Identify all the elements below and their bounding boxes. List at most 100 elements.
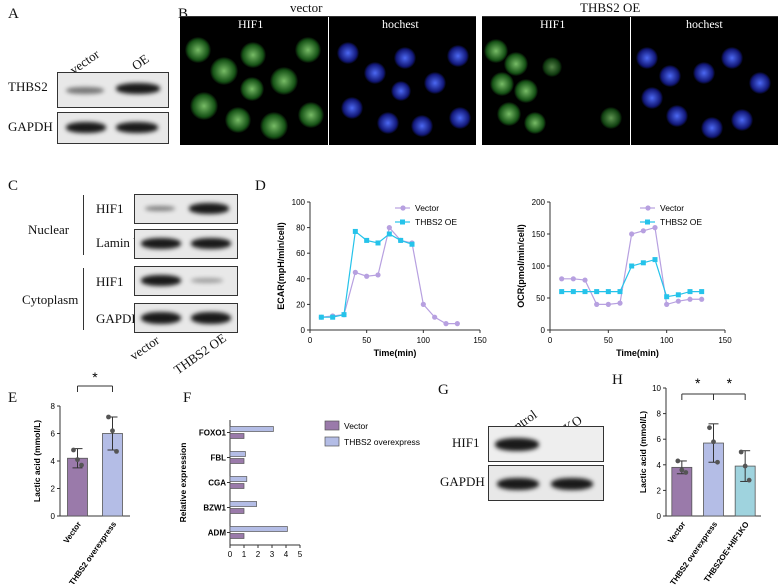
data-point xyxy=(559,276,565,282)
blot-a-row-gapdh: GAPDH xyxy=(8,119,53,134)
y-axis-title: OCR(pmol/min/cell) xyxy=(516,224,526,308)
data-point xyxy=(715,459,720,465)
y-tick-label: 8 xyxy=(51,402,56,411)
y-tick-label: 0 xyxy=(51,512,56,521)
data-point xyxy=(386,231,392,237)
micro-vector-hoechst xyxy=(329,17,476,145)
y-tick-label: 60 xyxy=(296,249,305,258)
y-tick-label: 0 xyxy=(541,326,546,335)
panel-label-f: F xyxy=(183,390,192,406)
data-point xyxy=(675,458,681,464)
x-tick-label: Vector xyxy=(62,520,83,545)
x-tick-label: 3 xyxy=(270,550,275,559)
y-axis-title: Lactic acid (mmol/L) xyxy=(32,420,42,502)
data-point xyxy=(386,225,392,231)
x-tick-label: 150 xyxy=(473,336,487,345)
b-group-line-1 xyxy=(180,16,476,17)
data-point xyxy=(71,447,76,453)
micro-label-hif1-2: HIF1 xyxy=(540,17,566,31)
data-point xyxy=(106,414,111,420)
sig-star: * xyxy=(727,375,733,391)
micro-oe-hif1 xyxy=(482,17,630,145)
data-point xyxy=(432,314,438,320)
data-point xyxy=(675,292,681,298)
panel-label-g: G xyxy=(438,382,449,398)
g-row-hif1: HIF1 xyxy=(452,435,480,450)
legend-label: THBS2 overexpress xyxy=(344,437,420,447)
data-point xyxy=(640,260,646,266)
micro-label-hif1-1: HIF1 xyxy=(238,17,264,31)
blot-g-hif1 xyxy=(488,426,604,462)
y-tick-label: 200 xyxy=(532,198,546,207)
c-row-laminb: Lamin b xyxy=(96,235,140,250)
panel-label-b: B xyxy=(178,6,189,22)
chart-ecar: 0 20 40 60 80 100 0 50 100 150 Time(min) ECAR(mpH/m… xyxy=(276,198,487,358)
y-tick-label: FOXO1 xyxy=(199,429,227,438)
bar xyxy=(229,501,257,507)
data-point xyxy=(699,289,705,295)
data-point xyxy=(629,231,635,237)
y-tick-label: 0 xyxy=(301,326,306,335)
data-point xyxy=(570,276,576,282)
c-cytoplasm: Cytoplasm xyxy=(22,292,79,307)
panel-label-e: E xyxy=(8,390,18,406)
data-point xyxy=(364,237,370,243)
c-col-thbs2oe: THBS2 OE xyxy=(170,330,229,378)
c-bracket-nuclear xyxy=(83,195,84,255)
bar xyxy=(229,433,245,439)
b-group-thbs2oe: THBS2 OE xyxy=(580,0,641,15)
blot-c-gapdh xyxy=(134,303,238,333)
sig-star: * xyxy=(695,375,701,391)
data-point xyxy=(652,225,658,231)
x-tick-label: 50 xyxy=(362,336,371,345)
data-point xyxy=(687,289,693,295)
x-tick-label: 0 xyxy=(308,336,313,345)
c-row-gapdh: GAPDH xyxy=(96,311,141,326)
data-point xyxy=(420,301,426,307)
bar xyxy=(229,526,288,532)
legend-swatch xyxy=(324,420,340,431)
bar xyxy=(229,451,246,457)
data-point xyxy=(605,301,611,307)
data-point xyxy=(707,425,712,431)
legend-marker xyxy=(645,205,651,211)
x-tick-label: 100 xyxy=(660,336,674,345)
blot-a-row-thbs2: THBS2 xyxy=(8,79,48,94)
y-tick-label: 20 xyxy=(296,300,305,309)
y-tick-label: 150 xyxy=(532,230,546,239)
data-point xyxy=(699,296,705,302)
legend-label: THBS2 OE xyxy=(415,217,457,227)
data-point xyxy=(605,289,611,295)
data-point xyxy=(711,439,716,445)
c-nuclear: Nuclear xyxy=(28,222,70,237)
y-axis-title: Lactic acid (mmol/L) xyxy=(638,411,648,493)
y-tick-label: 100 xyxy=(532,262,546,271)
data-point xyxy=(570,289,576,295)
y-tick-label: BZW1 xyxy=(203,504,226,513)
data-point xyxy=(675,298,681,304)
data-point xyxy=(594,289,600,295)
panel-label-a: A xyxy=(8,6,19,22)
chart-ocr: 0 50 100 150 200 0 50 100 150 Time(min) OCR(pmol/m… xyxy=(516,198,732,358)
data-point xyxy=(683,470,689,475)
bar xyxy=(671,466,693,517)
y-axis-title: Relative expression xyxy=(178,443,188,523)
y-tick-label: 10 xyxy=(652,384,661,393)
data-point xyxy=(318,314,324,320)
data-point xyxy=(398,237,404,243)
blot-g-gapdh xyxy=(488,465,604,501)
series-line xyxy=(321,226,458,325)
y-tick-label: 8 xyxy=(657,410,662,419)
x-tick-label: 100 xyxy=(417,336,431,345)
bar xyxy=(229,533,245,539)
y-tick-label: 0 xyxy=(657,512,662,521)
x-tick-label: 0 xyxy=(228,550,233,559)
micro-vector-hif1 xyxy=(180,17,328,145)
x-tick-label: 50 xyxy=(604,336,613,345)
data-point xyxy=(582,277,588,283)
data-point xyxy=(454,321,460,327)
data-point xyxy=(352,269,358,275)
legend-marker xyxy=(645,219,650,225)
